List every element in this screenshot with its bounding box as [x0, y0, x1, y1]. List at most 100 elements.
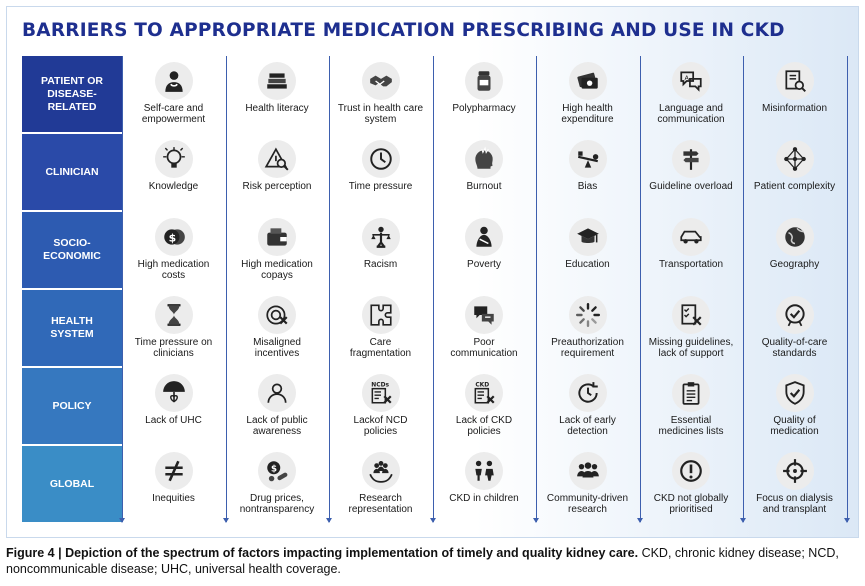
network-icon — [775, 140, 814, 178]
barrier-label: Quality of medication — [770, 415, 819, 437]
wallet-icon — [258, 218, 296, 256]
barrier-label: Misaligned incentives — [253, 337, 301, 359]
group-icon — [568, 452, 607, 490]
barrier-label: Burnout — [466, 181, 502, 192]
burnout-head-icon — [465, 140, 503, 178]
not-equal-icon — [154, 452, 193, 490]
barrier-label: Bias — [577, 181, 598, 192]
checklist-x-icon — [672, 296, 710, 334]
barrier-row: GLOBAL Inequities $ Drug prices, nontranspa… — [22, 446, 852, 522]
barrier-label: High medication copays — [241, 259, 313, 281]
row-header: SOCIO- ECONOMIC — [22, 212, 122, 288]
figure-caption: Figure 4 | Depiction of the spectrum of … — [6, 545, 859, 577]
barrier-cell: Lack of public awareness — [226, 368, 329, 444]
down-arrow-icon — [843, 518, 850, 523]
barrier-cell: Misaligned incentives — [226, 290, 329, 366]
svg-text:NCDs: NCDs — [371, 382, 389, 389]
books-icon — [258, 62, 296, 100]
barrier-cell: NCDs Lackof NCD policies — [329, 368, 432, 444]
barrier-row: CLINICIAN Knowledge Risk perception Time pr… — [22, 134, 852, 210]
column-divider — [122, 56, 123, 522]
column-divider — [432, 56, 434, 522]
barrier-label: Risk perception — [242, 181, 312, 192]
down-arrow-icon — [533, 518, 539, 523]
barrier-label: Racism — [363, 259, 398, 270]
barrier-cell: Health literacy — [226, 56, 329, 132]
barrier-cell: Self-care and empowerment — [122, 56, 225, 132]
down-arrow-icon — [429, 518, 436, 523]
caption-bold: Figure 4 | Depiction of the spectrum of … — [6, 546, 639, 560]
barrier-cell: Patient complexity — [743, 134, 846, 210]
barrier-cell: Lack of UHC — [122, 368, 225, 444]
barrier-row: PATIENT OR DISEASE- RELATED Self-care and… — [22, 56, 852, 132]
barrier-cell: Focus on dialysis and transplant — [743, 446, 846, 522]
barriers-grid: PATIENT OR DISEASE- RELATED Self-care and… — [22, 56, 852, 526]
barrier-cell: Research representation — [329, 446, 432, 522]
barrier-label: Missing guidelines, lack of support — [648, 337, 734, 359]
svg-text:$: $ — [271, 465, 277, 475]
down-arrow-icon — [222, 518, 229, 523]
barrier-row: HEALTH SYSTEM Time pressure on clinicians… — [22, 290, 852, 366]
globe-icon — [775, 218, 814, 256]
justice-icon — [361, 218, 400, 256]
ckd-checklist-icon: CKD — [465, 374, 503, 412]
column-divider — [639, 56, 641, 522]
column-divider — [225, 56, 227, 522]
barrier-label: Lack of CKD policies — [455, 415, 513, 437]
column-divider — [846, 56, 848, 522]
graduation-cap-icon — [568, 218, 607, 256]
row-header: POLICY — [22, 368, 122, 444]
barrier-cell: Preauthorization requirement — [536, 290, 639, 366]
barrier-cell: Care fragmentation — [329, 290, 432, 366]
barrier-label: Trust in health care system — [337, 103, 424, 125]
barrier-cell: A Language and communication — [640, 56, 743, 132]
down-arrow-icon — [326, 518, 332, 523]
exclamation-icon — [672, 452, 710, 490]
barrier-label: Inequities — [152, 493, 195, 504]
column-divider — [329, 56, 330, 522]
barrier-cell: Community-driven research — [536, 446, 639, 522]
barrier-label: Quality-of-care standards — [761, 337, 828, 359]
clock-icon — [361, 140, 400, 178]
barrier-cell: Transportation — [640, 212, 743, 288]
barrier-cell: Inequities — [122, 446, 225, 522]
figure-title: BARRIERS TO APPROPRIATE MEDICATION PRESC… — [22, 20, 785, 41]
row-header: CLINICIAN — [22, 134, 122, 210]
barrier-cell: CKD in children — [433, 446, 536, 522]
barrier-cell: Racism — [329, 212, 432, 288]
barrier-label: Health literacy — [245, 103, 309, 114]
crosshair-icon — [775, 452, 814, 490]
barrier-label: Community-driven research — [546, 493, 629, 515]
barrier-cell: Misinformation — [743, 56, 846, 132]
barrier-cell: $ Drug prices, nontransparency — [226, 446, 329, 522]
barrier-label: Essential medicines lists — [658, 415, 724, 437]
barrier-label: Lackof NCD policies — [353, 415, 408, 437]
barrier-cell: High health expenditure — [536, 56, 639, 132]
barrier-label: Self-care and empowerment — [141, 103, 206, 125]
barrier-cell: Knowledge — [122, 134, 225, 210]
loading-icon — [568, 296, 607, 334]
barrier-cell: $ High medication costs — [122, 212, 225, 288]
barrier-cell: CKD Lack of CKD policies — [433, 368, 536, 444]
barrier-row: POLICY Lack of UHC Lack of public awarenes… — [22, 368, 852, 444]
column-divider — [743, 56, 744, 522]
barrier-label: Polypharmacy — [452, 103, 516, 114]
poverty-icon — [465, 218, 503, 256]
barrier-label: High medication costs — [137, 259, 210, 281]
self-care-icon — [154, 62, 193, 100]
barrier-cell: High medication copays — [226, 212, 329, 288]
barrier-label: Preauthorization requirement — [551, 337, 624, 359]
car-icon — [672, 218, 710, 256]
children-icon — [465, 452, 503, 490]
barrier-label: Transportation — [658, 259, 724, 270]
barrier-label: Misinformation — [761, 103, 828, 114]
barrier-cell: Bias — [536, 134, 639, 210]
caption-text: CKD, chronic kidney disease; NCD, noncom… — [6, 546, 839, 576]
pill-bottle-icon — [465, 62, 503, 100]
speech-bubbles-icon: A — [672, 62, 710, 100]
chat-icon — [465, 296, 503, 334]
barrier-label: Patient complexity — [753, 181, 836, 192]
barrier-label: Focus on dialysis and transplant — [756, 493, 833, 515]
column-divider — [536, 56, 537, 522]
barrier-label: Language and communication — [657, 103, 725, 125]
